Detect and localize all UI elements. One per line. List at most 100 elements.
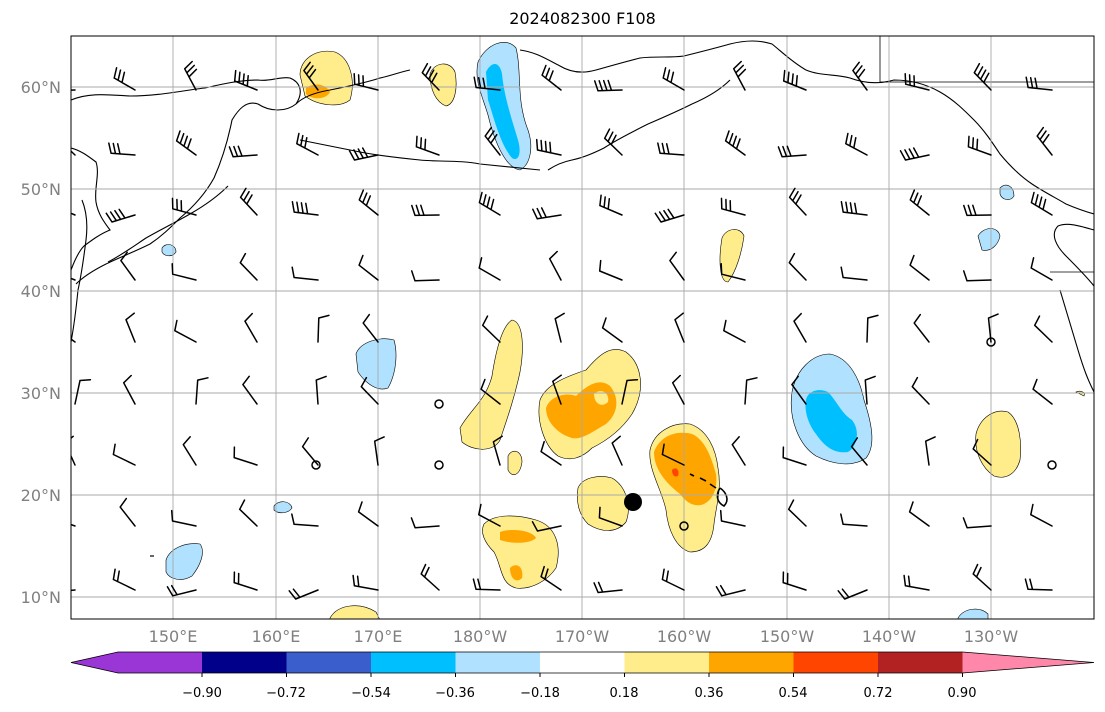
wind-barb (421, 62, 440, 91)
colorbar-segment (878, 652, 963, 673)
wind-barb (593, 581, 623, 594)
calm-circle (434, 460, 444, 470)
wind-barb (864, 375, 876, 405)
wind-barb (963, 204, 992, 217)
wind-barb (532, 207, 562, 220)
lon-label: 160°W (657, 627, 712, 646)
lon-label: 170°E (354, 627, 403, 646)
wind-barb (303, 61, 319, 91)
calm-circle (1047, 460, 1057, 470)
wind-barb (611, 435, 623, 466)
wind-barb (1032, 378, 1053, 405)
wind-barb (233, 446, 258, 466)
wind-barb (410, 517, 440, 529)
wind-barb (296, 132, 319, 156)
contour-cyan-aleutian (486, 63, 520, 160)
wind-barb (788, 252, 807, 281)
wind-barb (732, 60, 747, 91)
wind-barb (166, 584, 197, 597)
colorbar (70, 651, 1095, 677)
colorbar-tick-label: −0.72 (266, 686, 306, 701)
colorbar-segment (118, 652, 202, 673)
wind-barb (535, 138, 562, 156)
lon-label: 180°W (453, 627, 508, 646)
wind-barb (481, 315, 501, 343)
coast-us-west (1059, 289, 1094, 393)
contour-blue-14n-150e (165, 543, 203, 580)
wind-barb (195, 377, 209, 405)
wind-barb (472, 578, 501, 591)
colorbar-segment (709, 652, 794, 673)
map-background (71, 36, 1094, 619)
map-title: 2024082300 F108 (509, 9, 656, 28)
wind-barb (291, 266, 319, 281)
contour-yellow-20n-167w (577, 476, 629, 531)
wind-barb (358, 189, 379, 216)
contour-blue-44n-w (161, 244, 177, 257)
wind-barb (782, 69, 807, 91)
wind-barb (242, 375, 258, 405)
wind-barb (122, 374, 136, 405)
wind-barb (744, 377, 758, 405)
colorbar-extend-max (962, 652, 1094, 673)
colorbar-tick-label: 0.36 (695, 686, 724, 701)
wind-barb (548, 250, 562, 281)
wind-barb (352, 574, 379, 591)
wind-barb (362, 313, 379, 343)
wind-barb (972, 563, 992, 591)
lat-label: 10°N (21, 588, 61, 607)
wind-barb (671, 374, 685, 405)
wind-barb (170, 509, 197, 527)
wind-barb (228, 145, 258, 158)
contour-orange-hawaii (654, 432, 717, 506)
wind-barb (353, 73, 379, 91)
border-canada (879, 36, 1094, 83)
coast-siberia-n (295, 69, 411, 105)
wind-barb (972, 438, 992, 466)
wind-barb (913, 313, 930, 343)
wind-barb (911, 376, 930, 405)
wind-barb (720, 263, 746, 281)
wind-barb (723, 319, 746, 343)
calm-circle (434, 399, 444, 409)
wind-barb (852, 61, 868, 91)
wind-barb (598, 259, 623, 281)
wind-barb (238, 499, 258, 527)
wind-barb (654, 208, 685, 223)
hawaii-islands (689, 473, 728, 507)
colorbar-tick-label: 0.54 (779, 686, 808, 701)
wind-barb (657, 142, 685, 156)
wind-barb (348, 147, 379, 161)
coast-aleutians (299, 139, 541, 171)
colorbar-tick-label: −0.90 (182, 686, 222, 701)
colorbar-tick-label: −0.18 (520, 686, 560, 701)
wind-barb (599, 194, 623, 216)
wind-barbs (71, 60, 1053, 600)
wind-barb (1030, 191, 1053, 216)
wind-barb (420, 563, 440, 591)
wind-barb (119, 497, 136, 527)
wind-barb (719, 509, 746, 527)
wind-barb (301, 437, 319, 466)
lon-label: 170°W (555, 627, 610, 646)
colorbar-tick-label: −0.36 (435, 686, 475, 701)
wind-barb (603, 128, 623, 156)
lat-label: 40°N (21, 282, 61, 301)
contour-cyan-28n-145w (805, 390, 857, 453)
wind-barb (661, 568, 685, 591)
wind-barb (962, 270, 992, 282)
wind-barb (113, 67, 136, 91)
wind-barb (171, 197, 197, 216)
wind-barb (125, 312, 136, 343)
wind-barb (837, 588, 868, 600)
wind-barb (233, 571, 258, 591)
wind-barb (1036, 126, 1053, 156)
wind-barb (541, 64, 562, 91)
wind-barb (554, 312, 565, 343)
lon-label: 130°W (964, 627, 1019, 646)
contour-yellow-inner-30n (594, 391, 609, 405)
contour-orange-13n-b (510, 565, 523, 581)
wind-barb (840, 266, 868, 281)
wind-barb (967, 135, 992, 156)
